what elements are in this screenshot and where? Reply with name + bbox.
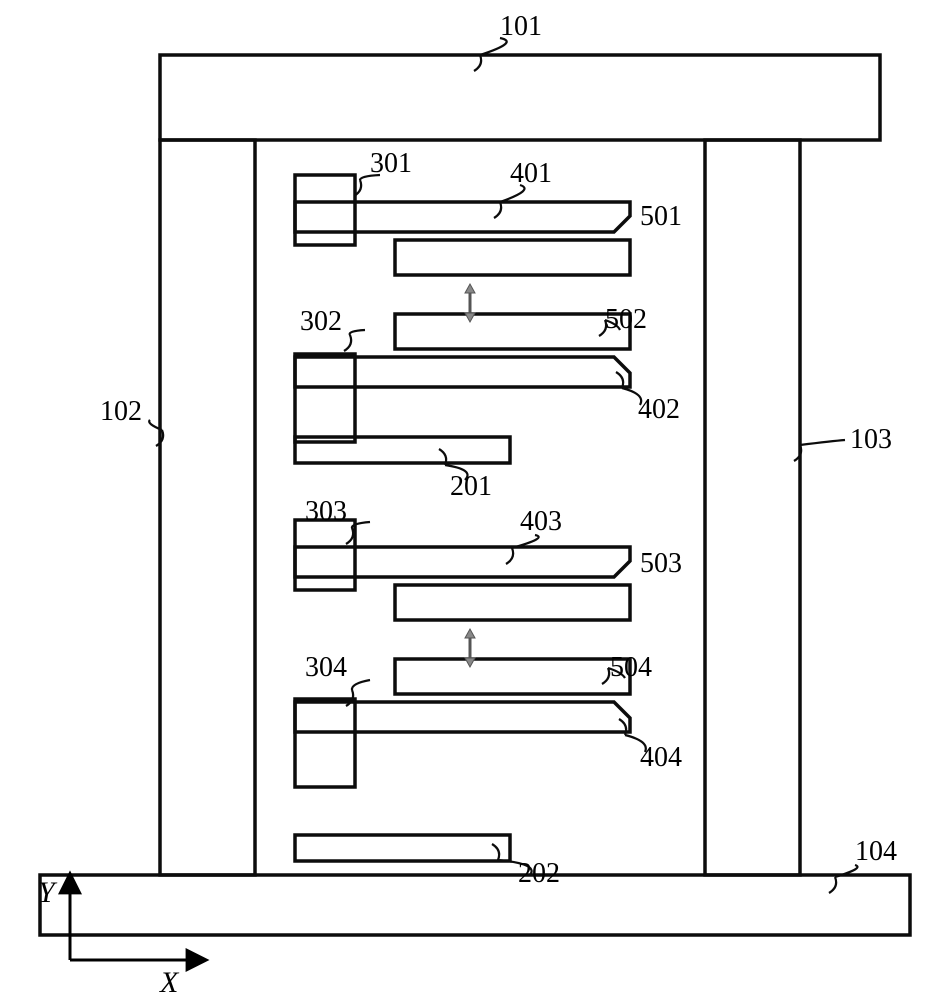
axis-x-label: X [159,966,180,999]
label-l102: 102 [100,396,142,427]
label-l301: 301 [370,148,412,179]
label-l502: 502 [605,304,647,335]
module-2a [295,520,630,620]
label-l302: 302 [300,306,342,337]
label-l504: 504 [610,652,652,683]
label-l404: 404 [640,742,682,773]
labels: 101 102 103 104 301 401 501 302 502 402 201 303 403 5… [100,11,897,889]
diagram-svg: 101 102 103 104 301 401 501 302 502 402 201 303 403 5… [0,0,940,1000]
label-l403: 403 [520,506,562,537]
module-1a [295,175,630,275]
label-l103: 103 [850,424,892,455]
label-l304: 304 [305,652,347,683]
double-arrow-1 [465,284,475,322]
axes: Y X [38,876,200,999]
label-l503: 503 [640,548,682,579]
frame-left [160,140,255,875]
label-l101: 101 [500,11,542,42]
module-1b [295,314,630,463]
double-arrow-2 [465,629,475,667]
label-l303: 303 [305,496,347,527]
frame-right [705,140,800,875]
label-l501: 501 [640,201,682,232]
axis-y-label: Y [38,876,58,909]
label-l402: 402 [638,394,680,425]
module-2b [295,659,630,861]
label-l401: 401 [510,158,552,189]
frame-bottom [40,875,910,935]
label-l202: 202 [518,858,560,889]
label-l201: 201 [450,471,492,502]
label-l104: 104 [855,836,897,867]
frame-top [160,55,880,140]
